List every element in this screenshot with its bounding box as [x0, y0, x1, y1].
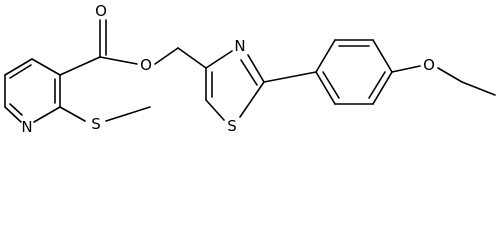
atom-label: S	[91, 115, 101, 133]
bond	[391, 65, 421, 73]
bond	[105, 106, 151, 122]
bond	[59, 56, 101, 76]
atom-labels: O O N S N S O	[21, 2, 435, 136]
bond	[9, 103, 23, 116]
bond	[372, 71, 393, 105]
bond	[322, 71, 340, 99]
bond	[461, 81, 496, 96]
bond	[263, 71, 317, 83]
bond	[154, 47, 179, 65]
bond	[33, 106, 61, 123]
bond	[99, 56, 138, 65]
bond	[315, 39, 336, 73]
bond	[177, 47, 207, 69]
atom-label: O	[140, 56, 152, 74]
structure: O O N S N S O	[4, 2, 496, 136]
bond	[4, 106, 22, 123]
bond	[240, 59, 258, 86]
atom-label: N	[234, 37, 245, 55]
bond	[59, 106, 86, 122]
bond	[372, 39, 393, 73]
atom-label: N	[21, 118, 32, 136]
bond	[9, 64, 32, 79]
bond	[239, 81, 265, 118]
bond	[368, 71, 386, 99]
bonds	[4, 19, 496, 123]
bond	[437, 67, 463, 83]
bond	[31, 58, 61, 76]
bond	[315, 71, 336, 105]
bond	[205, 50, 233, 69]
bond	[247, 54, 265, 83]
bond	[205, 99, 225, 121]
atom-label: O	[423, 56, 435, 74]
bond	[4, 58, 33, 76]
atom-label: O	[95, 2, 107, 20]
atom-label: S	[227, 117, 237, 135]
